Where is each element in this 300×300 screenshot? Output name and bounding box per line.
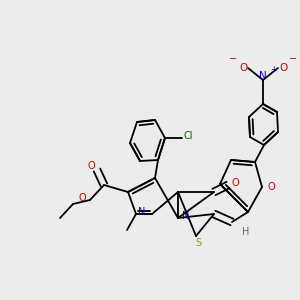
Text: N: N — [259, 71, 267, 81]
Text: O: O — [231, 178, 239, 188]
Text: −: − — [289, 54, 297, 64]
Text: +: + — [270, 64, 276, 74]
Text: N: N — [138, 207, 145, 217]
Text: O: O — [78, 193, 86, 203]
Text: −: − — [229, 54, 237, 64]
Text: O: O — [267, 182, 275, 192]
Text: N: N — [182, 211, 190, 221]
Text: O: O — [87, 161, 95, 171]
Text: O: O — [239, 63, 247, 73]
Text: Cl: Cl — [183, 131, 193, 141]
Text: S: S — [195, 238, 201, 248]
Text: H: H — [242, 227, 250, 237]
Text: O: O — [279, 63, 287, 73]
